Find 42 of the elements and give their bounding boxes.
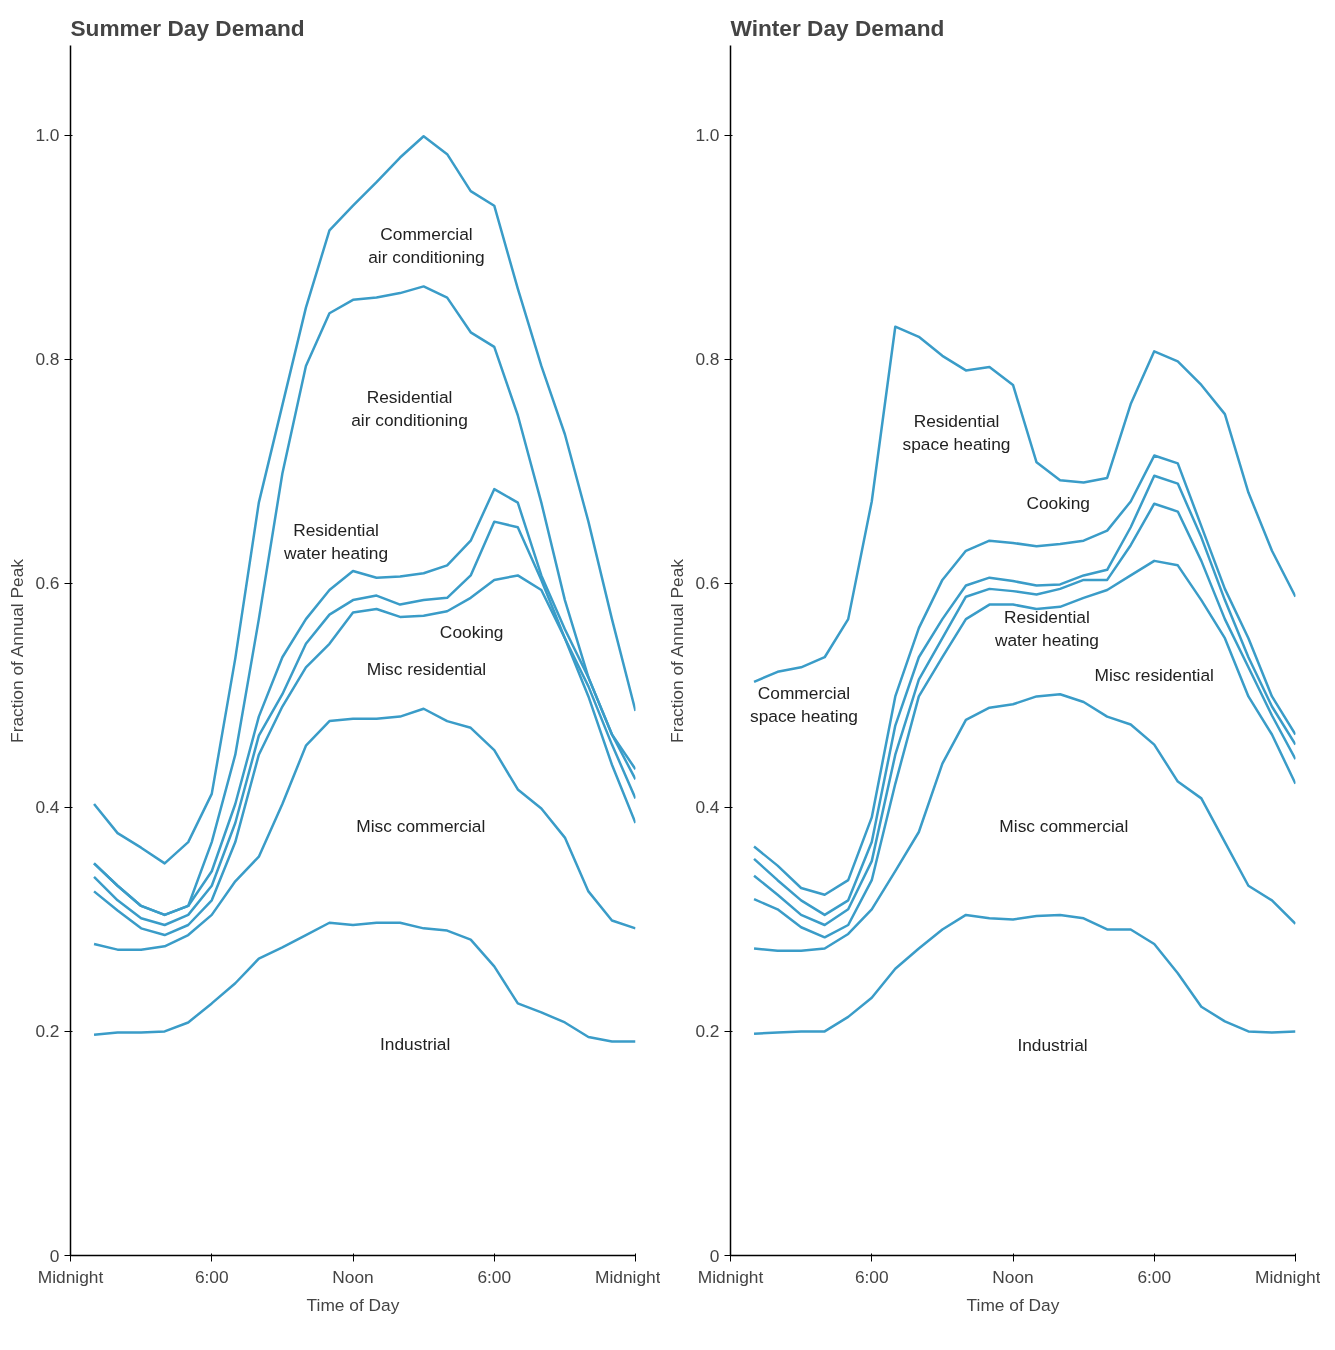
y-axis-title: Fraction of Annual Peak: [7, 558, 28, 743]
annotation: Residential water heating: [283, 520, 389, 564]
y-tick-label: 0.2: [695, 1021, 720, 1042]
x-tick-label: Midnight: [595, 1266, 661, 1287]
x-tick-label: Noon: [332, 1266, 374, 1287]
y-tick-label: 1.0: [695, 125, 720, 146]
chart-title: Summer Day Demand: [70, 14, 305, 41]
x-tick-label: 6:00: [1137, 1266, 1172, 1287]
annotation: Industrial: [379, 1033, 451, 1054]
annotation: Residential water heating: [993, 607, 1099, 651]
y-tick-label: 0.2: [35, 1021, 60, 1042]
x-axis-title: Time of Day: [966, 1294, 1060, 1315]
annotation: Misc commercial: [999, 815, 1129, 836]
annotation: Cooking: [439, 622, 504, 643]
x-tick-label: Noon: [992, 1266, 1034, 1287]
x-tick-label: Midnight: [37, 1266, 104, 1287]
chart-title: Winter Day Demand: [730, 14, 945, 41]
x-tick-label: 6:00: [477, 1266, 512, 1287]
annotation: Cooking: [1026, 492, 1090, 513]
x-tick-label: Midnight: [697, 1266, 764, 1287]
x-tick-label: Midnight: [1255, 1266, 1321, 1287]
y-tick-label: 0.6: [695, 573, 720, 594]
y-tick-label: 0.8: [35, 349, 60, 370]
x-tick-label: 6:00: [854, 1266, 889, 1287]
annotation: Industrial: [1017, 1034, 1088, 1055]
y-axis-title: Fraction of Annual Peak: [667, 558, 688, 743]
annotation: Misc residential: [366, 658, 487, 679]
annotation: Misc commercial: [356, 815, 486, 836]
y-tick-label: 0.4: [695, 797, 720, 818]
annotation: Residential space heating: [902, 411, 1011, 455]
annotation: Residential air conditioning: [351, 387, 468, 430]
y-tick-label: 0: [709, 1245, 720, 1266]
y-tick-label: 1.0: [35, 125, 60, 146]
y-tick-label: 0.6: [35, 573, 60, 594]
annotation: Commercial space heating: [750, 683, 858, 727]
x-axis-title: Time of Day: [306, 1294, 400, 1315]
x-tick-label: 6:00: [194, 1266, 229, 1287]
y-tick-label: 0.4: [35, 797, 60, 818]
y-tick-label: 0: [49, 1245, 60, 1266]
annotation: Commercial air conditioning: [368, 223, 485, 267]
y-tick-label: 0.8: [695, 349, 720, 370]
annotation: Misc residential: [1094, 664, 1214, 685]
